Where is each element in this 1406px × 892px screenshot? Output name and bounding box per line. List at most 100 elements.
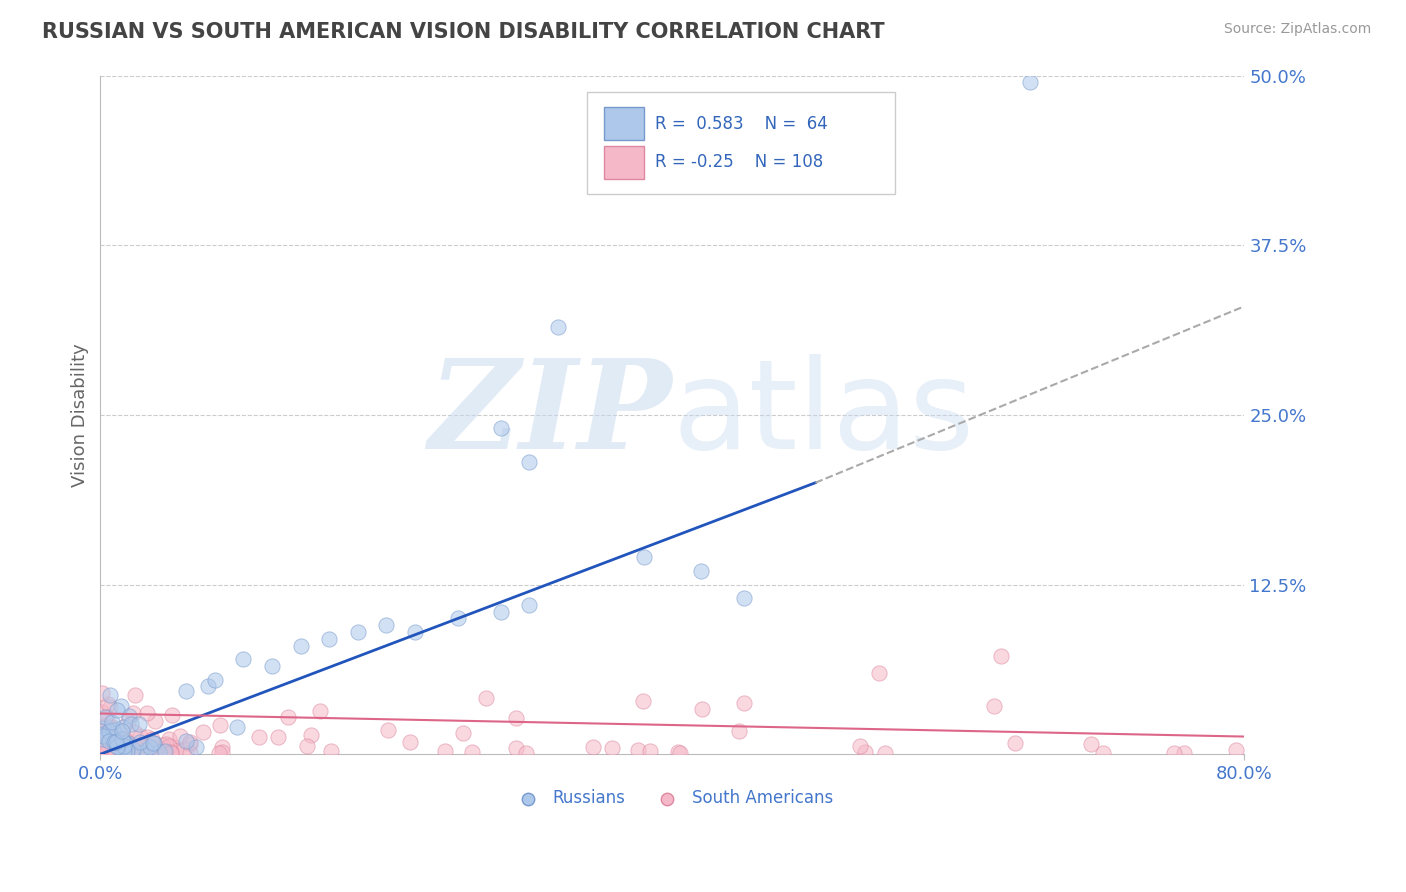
Point [153, 745, 176, 759]
Point [141, 732, 163, 747]
Point [90, 744, 112, 758]
Point [1018, 75, 1040, 89]
Point [122, 725, 145, 739]
Point [451, 726, 474, 740]
Point [90, 736, 112, 750]
Point [505, 741, 527, 756]
Point [114, 736, 136, 750]
Point [399, 735, 422, 749]
Point [225, 720, 247, 734]
Point [377, 723, 399, 737]
Point [114, 744, 136, 758]
Point [112, 739, 135, 754]
Point [990, 649, 1012, 664]
Point [174, 684, 197, 698]
Point [143, 741, 166, 756]
Point [290, 639, 312, 653]
Legend: Russians, South Americans: Russians, South Americans [505, 782, 841, 814]
Point [692, 702, 714, 716]
Point [103, 723, 125, 738]
Point [1173, 746, 1195, 760]
Point [122, 706, 145, 720]
FancyBboxPatch shape [586, 93, 896, 194]
Point [873, 746, 896, 760]
Point [125, 739, 148, 754]
Point [90, 719, 112, 733]
Point [97, 743, 120, 757]
Point [179, 746, 201, 760]
Point [179, 737, 201, 751]
Point [124, 688, 146, 702]
Point [309, 704, 332, 718]
Point [142, 736, 165, 750]
Point [848, 739, 870, 754]
Point [460, 745, 482, 759]
Point [135, 742, 157, 756]
Point [115, 735, 138, 749]
Point [582, 739, 605, 754]
Point [139, 739, 162, 754]
Point [103, 735, 125, 749]
Text: R = -0.25    N = 108: R = -0.25 N = 108 [655, 153, 824, 171]
Point [111, 732, 134, 747]
Point [135, 743, 157, 757]
Point [110, 698, 132, 713]
Point [118, 708, 141, 723]
Point [139, 746, 162, 760]
Point [93, 742, 115, 756]
Point [128, 738, 150, 752]
Point [96, 739, 118, 754]
Point [143, 714, 166, 728]
FancyBboxPatch shape [603, 107, 644, 140]
Point [638, 744, 661, 758]
Point [117, 714, 139, 729]
Point [204, 673, 226, 687]
Point [600, 740, 623, 755]
Point [112, 735, 135, 749]
Point [105, 739, 128, 754]
Point [184, 739, 207, 754]
Text: RUSSIAN VS SOUTH AMERICAN VISION DISABILITY CORRELATION CHART: RUSSIAN VS SOUTH AMERICAN VISION DISABIL… [42, 22, 884, 42]
Point [91, 723, 114, 738]
Point [111, 724, 134, 739]
Point [319, 744, 342, 758]
Point [519, 598, 541, 612]
Point [91, 727, 114, 741]
Point [120, 716, 142, 731]
Y-axis label: Vision Disability: Vision Disability [72, 343, 89, 487]
Point [91, 722, 114, 736]
Point [143, 736, 166, 750]
Point [105, 739, 128, 753]
Point [162, 707, 184, 722]
Point [145, 746, 167, 760]
Point [103, 732, 125, 747]
Point [96, 710, 118, 724]
Point [1225, 743, 1247, 757]
Text: Source: ZipAtlas.com: Source: ZipAtlas.com [1223, 22, 1371, 37]
Point [101, 723, 124, 737]
Text: R =  0.583    N =  64: R = 0.583 N = 64 [655, 115, 828, 133]
Point [155, 738, 177, 752]
Point [108, 731, 131, 745]
Point [91, 729, 114, 743]
Point [211, 740, 233, 755]
Point [519, 455, 541, 469]
Point [277, 710, 299, 724]
Point [853, 745, 876, 759]
Point [100, 732, 122, 747]
Point [94, 709, 117, 723]
Point [108, 745, 131, 759]
Point [128, 716, 150, 731]
Point [433, 744, 456, 758]
Point [112, 746, 135, 760]
Point [129, 744, 152, 758]
Point [447, 611, 470, 625]
Point [117, 736, 139, 750]
Point [107, 722, 129, 736]
Point [515, 746, 537, 760]
Point [631, 694, 654, 708]
Point [1080, 737, 1102, 751]
Point [114, 736, 136, 750]
Point [193, 725, 215, 739]
Point [114, 732, 136, 747]
